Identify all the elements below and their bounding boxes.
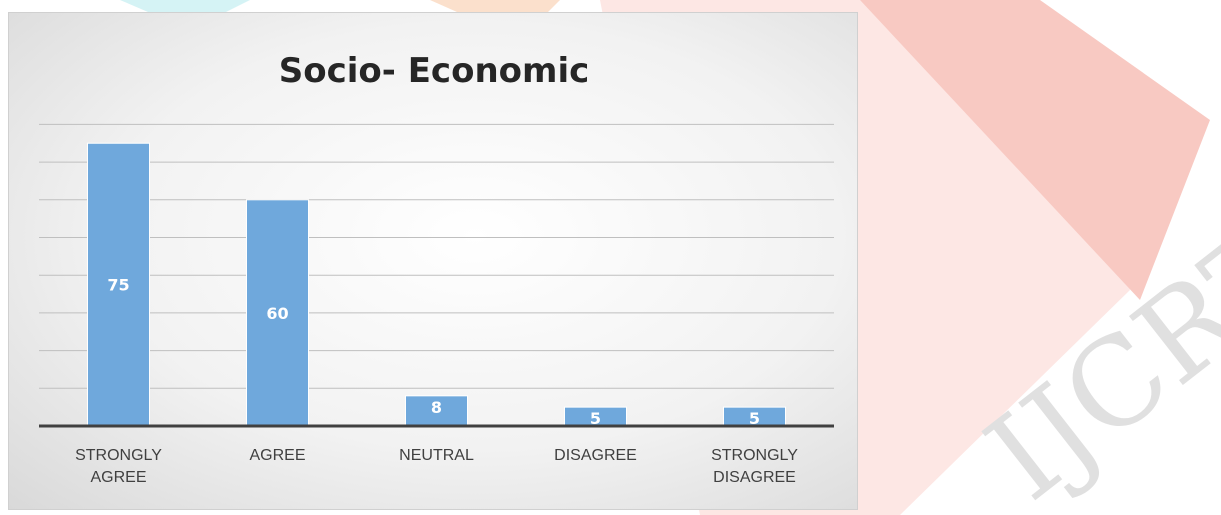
- bar: [87, 142, 150, 427]
- bar-value-label: 60: [266, 304, 288, 323]
- bar-chart: 75 STRONGLY AGREE 60 AGREE 8 NEUTRAL 5 DISAGREE 5…: [39, 123, 834, 486]
- category-label: STRONGLY DISAGREE: [711, 447, 798, 486]
- chart-container: Socio- Economic 75 STRONGLY AGREE 60 AGREE 8 N…: [8, 12, 858, 510]
- category-label: AGREE: [249, 447, 305, 464]
- bar-value-label: 5: [749, 409, 760, 428]
- category-label: NEUTRAL: [399, 447, 474, 464]
- bar: [405, 395, 468, 427]
- bar-value-label: 8: [431, 398, 442, 417]
- chart-title: Socio- Economic: [278, 51, 590, 91]
- bar-value-label: 75: [107, 276, 129, 295]
- bar: [246, 199, 309, 427]
- bar-value-label: 5: [590, 409, 601, 428]
- category-label: STRONGLY AGREE: [75, 447, 162, 486]
- category-label: DISAGREE: [554, 447, 637, 464]
